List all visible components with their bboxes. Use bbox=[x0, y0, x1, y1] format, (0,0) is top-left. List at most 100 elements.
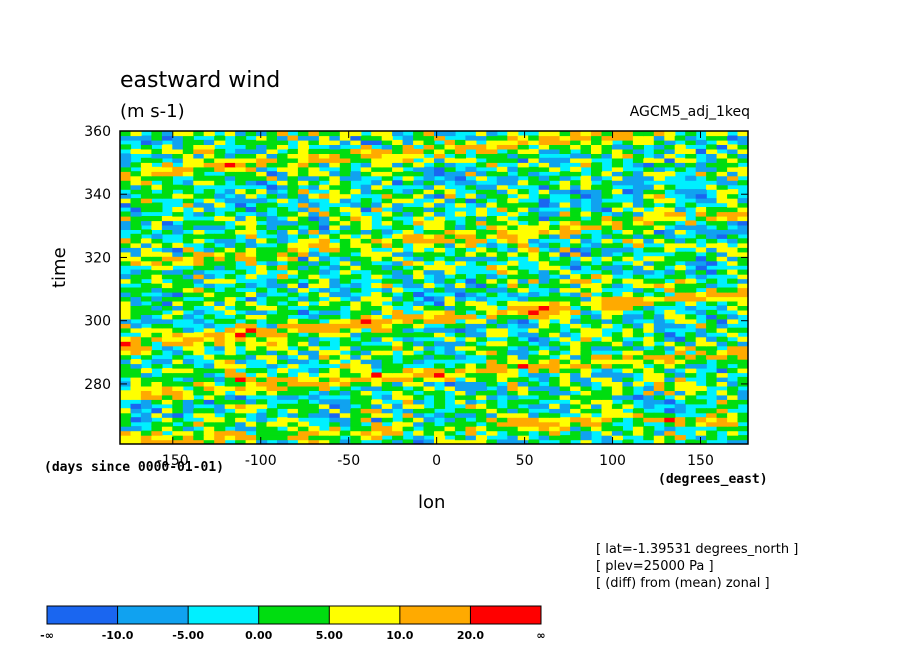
field-cell bbox=[643, 323, 655, 329]
field-cell bbox=[653, 372, 665, 378]
field-cell bbox=[706, 184, 718, 190]
field-cell bbox=[423, 417, 435, 423]
field-cell bbox=[308, 354, 320, 360]
field-cell bbox=[245, 439, 257, 444]
field-cell bbox=[465, 238, 477, 244]
field-cell bbox=[151, 309, 163, 315]
field-cell bbox=[339, 368, 351, 374]
field-cell bbox=[277, 162, 289, 168]
field-cell bbox=[413, 435, 425, 441]
field-cell bbox=[454, 274, 466, 280]
y-tick-label: 340 bbox=[84, 187, 111, 203]
field-cell bbox=[685, 332, 697, 338]
field-cell bbox=[496, 323, 508, 329]
field-cell bbox=[580, 300, 592, 306]
field-cell bbox=[287, 417, 299, 423]
field-cell bbox=[570, 341, 582, 347]
field-cell bbox=[580, 144, 592, 150]
field-cell bbox=[381, 305, 393, 311]
field-cell bbox=[549, 368, 561, 374]
field-cell bbox=[151, 421, 163, 427]
field-cell bbox=[203, 157, 215, 163]
field-cell bbox=[256, 354, 268, 360]
field-cell bbox=[193, 166, 205, 172]
field-cell bbox=[528, 345, 540, 351]
field-cell bbox=[507, 251, 519, 257]
field-cell bbox=[413, 216, 425, 222]
field-cell bbox=[570, 287, 582, 293]
field-cell bbox=[580, 390, 592, 396]
field-cell bbox=[601, 314, 613, 320]
field-cell bbox=[423, 238, 435, 244]
field-cell bbox=[549, 430, 561, 436]
field-cell bbox=[339, 292, 351, 298]
field-cell bbox=[465, 390, 477, 396]
field-cell bbox=[371, 139, 383, 145]
field-cell bbox=[339, 430, 351, 436]
field-cell bbox=[549, 189, 561, 195]
field-cell bbox=[507, 148, 519, 154]
field-cell bbox=[716, 242, 728, 248]
field-cell bbox=[507, 314, 519, 320]
field-cell bbox=[507, 180, 519, 186]
field-cell bbox=[496, 385, 508, 391]
field-cell bbox=[318, 354, 330, 360]
field-cell bbox=[130, 336, 142, 342]
field-cell bbox=[580, 332, 592, 338]
field-cell bbox=[632, 368, 644, 374]
field-cell bbox=[277, 247, 289, 253]
field-cell bbox=[674, 274, 686, 280]
field-cell bbox=[297, 180, 309, 186]
field-cell bbox=[360, 189, 372, 195]
field-cell bbox=[161, 274, 173, 280]
field-cell bbox=[151, 435, 163, 441]
field-cell bbox=[329, 139, 341, 145]
field-cell bbox=[727, 171, 739, 177]
field-cell bbox=[140, 314, 152, 320]
field-cell bbox=[161, 256, 173, 262]
field-cell bbox=[517, 157, 529, 163]
field-cell bbox=[214, 251, 226, 257]
field-cell bbox=[287, 421, 299, 427]
field-cell bbox=[486, 426, 498, 432]
field-cell bbox=[549, 247, 561, 253]
field-cell bbox=[538, 162, 550, 168]
field-cell bbox=[737, 224, 748, 230]
field-cell bbox=[120, 439, 132, 444]
field-cell bbox=[496, 233, 508, 239]
field-cell bbox=[517, 314, 529, 320]
field-cell bbox=[674, 345, 686, 351]
field-cell bbox=[256, 157, 268, 163]
field-cell bbox=[140, 180, 152, 186]
field-cell bbox=[664, 135, 676, 141]
field-cell bbox=[601, 135, 613, 141]
field-cell bbox=[130, 385, 142, 391]
field-cell bbox=[193, 309, 205, 315]
field-cell bbox=[559, 274, 571, 280]
field-cell bbox=[674, 269, 686, 275]
field-cell bbox=[140, 435, 152, 441]
field-cell bbox=[339, 336, 351, 342]
field-cell bbox=[308, 265, 320, 271]
field-cell bbox=[297, 166, 309, 172]
field-cell bbox=[653, 229, 665, 235]
field-cell bbox=[371, 336, 383, 342]
field-cell bbox=[423, 305, 435, 311]
field-cell bbox=[245, 435, 257, 441]
field-cell bbox=[256, 403, 268, 409]
field-cell bbox=[120, 394, 132, 400]
field-cell bbox=[591, 323, 603, 329]
plot-area bbox=[120, 131, 748, 444]
field-cell bbox=[643, 189, 655, 195]
field-cell bbox=[601, 131, 613, 137]
field-cell bbox=[653, 131, 665, 137]
field-cell bbox=[402, 372, 414, 378]
field-cell bbox=[360, 399, 372, 405]
field-cell bbox=[245, 148, 257, 154]
field-cell bbox=[256, 238, 268, 244]
field-cell bbox=[486, 220, 498, 226]
field-cell bbox=[632, 242, 644, 248]
field-cell bbox=[413, 368, 425, 374]
field-cell bbox=[454, 153, 466, 159]
field-cell bbox=[392, 381, 404, 387]
